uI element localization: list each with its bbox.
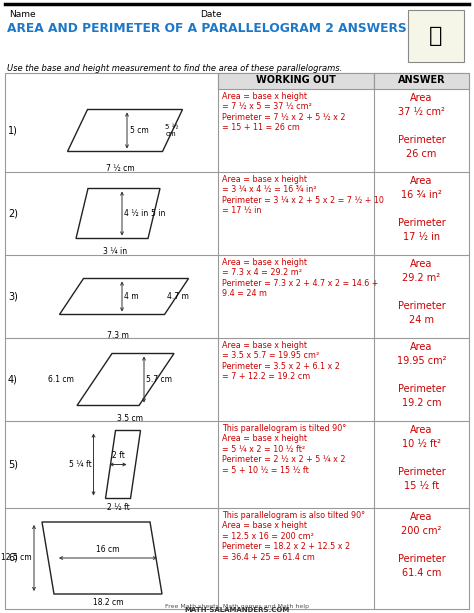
Bar [218, 73, 374, 89]
Text: 2): 2) [8, 208, 18, 218]
Text: ANSWER: ANSWER [398, 75, 445, 85]
Text: Area
37 ½ cm²

Perimeter
26 cm: Area 37 ½ cm² Perimeter 26 cm [398, 93, 446, 159]
Text: Use the base and height measurement to find the area of these parallelograms.: Use the base and height measurement to f… [7, 64, 342, 73]
Text: AREA AND PERIMETER OF A PARALLELOGRAM 2 ANSWERS: AREA AND PERIMETER OF A PARALLELOGRAM 2 … [7, 22, 407, 35]
Bar [5, 73, 469, 609]
Bar [408, 10, 464, 62]
Text: 7 ½ cm: 7 ½ cm [106, 164, 134, 173]
Text: 12.5 cm: 12.5 cm [1, 554, 32, 563]
Text: This parallelogram is also tilted 90°
Area = base x height
= 12.5 x 16 = 200 cm²: This parallelogram is also tilted 90° Ar… [222, 511, 365, 562]
Text: 5 cm: 5 cm [130, 126, 149, 135]
Text: Date: Date [200, 10, 222, 19]
Text: 5): 5) [8, 460, 18, 470]
Text: Area = base x height
= 3 ¼ x 4 ½ = 16 ¾ in²
Perimeter = 3 ¼ x 2 + 5 x 2 = 7 ½ + : Area = base x height = 3 ¼ x 4 ½ = 16 ¾ … [222, 175, 384, 215]
Text: Area
16 ¾ in²

Perimeter
17 ½ in: Area 16 ¾ in² Perimeter 17 ½ in [398, 176, 446, 242]
Text: MATH-SALAMANDERS.COM: MATH-SALAMANDERS.COM [184, 607, 290, 613]
Text: 2 ½ ft: 2 ½ ft [107, 503, 129, 511]
Text: 5 ¼ ft: 5 ¼ ft [69, 460, 91, 469]
Text: 1): 1) [8, 126, 18, 135]
Text: 6.1 cm: 6.1 cm [48, 375, 74, 384]
Text: WORKING OUT: WORKING OUT [256, 75, 336, 85]
Text: Area
10 ½ ft²

Perimeter
15 ½ ft: Area 10 ½ ft² Perimeter 15 ½ ft [398, 425, 446, 491]
Text: Area
29.2 m²

Perimeter
24 m: Area 29.2 m² Perimeter 24 m [398, 259, 446, 325]
Text: 5 ½
cm: 5 ½ cm [165, 124, 179, 137]
Text: 4.7 m: 4.7 m [167, 292, 190, 301]
Bar [374, 73, 469, 89]
Text: Area
200 cm²

Perimeter
61.4 cm: Area 200 cm² Perimeter 61.4 cm [398, 512, 446, 578]
Text: 5.7 cm: 5.7 cm [146, 375, 172, 384]
Text: 7.3 m: 7.3 m [107, 331, 129, 340]
Text: Free Math sheets, Math games and Math help: Free Math sheets, Math games and Math he… [165, 604, 309, 609]
Text: Area = base x height
= 7 ½ x 5 = 37 ½ cm²
Perimeter = 7 ½ x 2 + 5 ½ x 2
= 15 + 1: Area = base x height = 7 ½ x 5 = 37 ½ cm… [222, 92, 346, 132]
Text: Area
19.95 cm²

Perimeter
19.2 cm: Area 19.95 cm² Perimeter 19.2 cm [397, 342, 446, 408]
Text: 4 ½ in: 4 ½ in [124, 209, 148, 218]
Text: 3): 3) [8, 292, 18, 302]
Text: 6): 6) [8, 553, 18, 563]
Text: Area = base x height
= 3.5 x 5.7 = 19.95 cm²
Perimeter = 3.5 x 2 + 6.1 x 2
= 7 +: Area = base x height = 3.5 x 5.7 = 19.95… [222, 341, 340, 381]
Text: Area = base x height
= 7.3 x 4 = 29.2 m²
Perimeter = 7.3 x 2 + 4.7 x 2 = 14.6 +
: Area = base x height = 7.3 x 4 = 29.2 m²… [222, 258, 378, 298]
Text: 16 cm: 16 cm [96, 545, 120, 554]
Text: 2 ft: 2 ft [111, 452, 125, 460]
Text: 5 in: 5 in [151, 209, 165, 218]
Text: 4 m: 4 m [124, 292, 138, 301]
Text: 4): 4) [8, 375, 18, 384]
Text: 18.2 cm: 18.2 cm [93, 598, 123, 607]
Text: Name: Name [9, 10, 36, 19]
Text: 🏫: 🏫 [429, 26, 443, 46]
Text: This parallelogram is tilted 90°
Area = base x height
= 5 ¼ x 2 = 10 ½ ft²
Perim: This parallelogram is tilted 90° Area = … [222, 424, 346, 474]
Text: 3 ¼ in: 3 ¼ in [103, 247, 127, 256]
Text: 3.5 cm: 3.5 cm [118, 414, 144, 423]
